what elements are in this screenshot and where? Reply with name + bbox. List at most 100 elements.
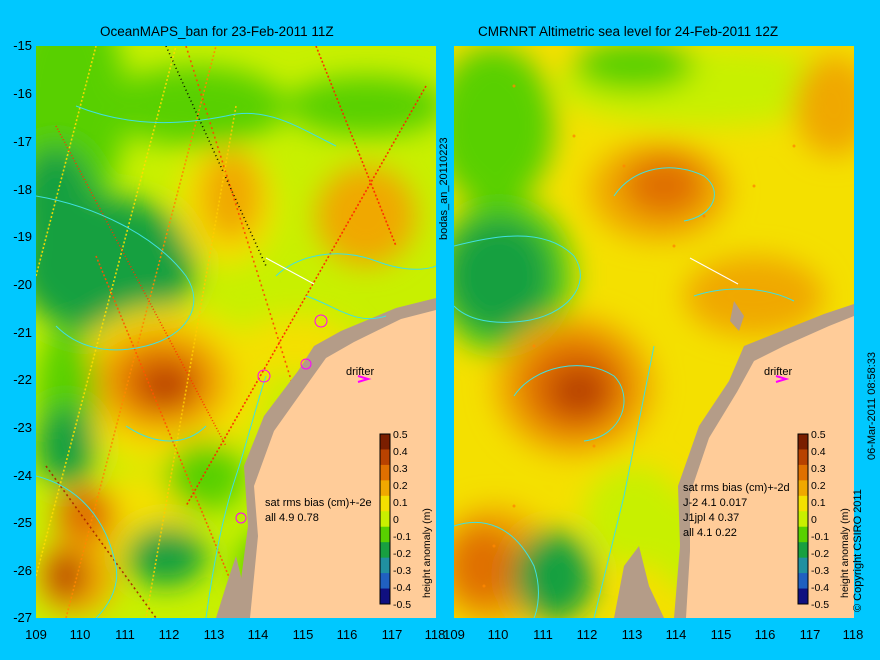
x-tick-label: 112 bbox=[158, 627, 180, 642]
colorbar-swatch bbox=[798, 434, 808, 450]
x-tick-label: 117 bbox=[381, 627, 403, 642]
right-colorbar-title: height anomaly (m) bbox=[839, 508, 851, 598]
x-tick-label: 115 bbox=[292, 627, 314, 642]
colorbar-swatch bbox=[380, 434, 390, 450]
right-stats-line: J1jpl 4 0.37 bbox=[683, 512, 740, 524]
x-tick-label: 110 bbox=[69, 627, 91, 642]
right-stats-line: all 4.1 0.22 bbox=[683, 527, 737, 539]
x-tick-label: 116 bbox=[336, 627, 358, 642]
colorbar-swatch bbox=[798, 449, 808, 466]
colorbar-tick-label: 0.3 bbox=[393, 463, 408, 475]
y-tick-label: -25 bbox=[13, 515, 32, 530]
left-colorbar-title: height anomaly (m) bbox=[421, 508, 433, 598]
right-colorbar: 0.5 0.4 0.3 0.2 0.1 0 -0.1 -0.2 -0.3 -0.4 -0.5 hei… bbox=[797, 429, 851, 611]
colorbar-tick-label: 0 bbox=[811, 514, 817, 526]
colorbar-swatch bbox=[380, 464, 390, 481]
colorbar-tick-label: 0.3 bbox=[811, 463, 826, 475]
right-stats-header: sat rms bias (cm)+-2d bbox=[683, 482, 790, 494]
colorbar-swatch bbox=[798, 542, 808, 559]
colorbar-tick-label: 0.4 bbox=[811, 446, 826, 458]
colorbar-swatch bbox=[380, 573, 390, 590]
x-tick-label: 109 bbox=[443, 627, 465, 642]
x-tick-label: 113 bbox=[203, 627, 225, 642]
colorbar-tick-label: 0.1 bbox=[393, 497, 408, 509]
colorbar-tick-label: -0.4 bbox=[811, 582, 829, 594]
colorbar-swatch bbox=[798, 511, 808, 528]
x-tick-label: 114 bbox=[665, 627, 687, 642]
x-tick-label: 113 bbox=[621, 627, 643, 642]
colorbar-swatch bbox=[380, 526, 390, 543]
x-tick-label: 112 bbox=[576, 627, 598, 642]
colorbar-swatch bbox=[798, 573, 808, 590]
colorbar-swatch bbox=[798, 495, 808, 512]
y-tick-label: -24 bbox=[13, 468, 32, 483]
y-tick-label: -22 bbox=[13, 372, 32, 387]
left-panel-title: OceanMAPS_ban for 23-Feb-2011 11Z bbox=[100, 24, 334, 39]
y-tick-label: -18 bbox=[13, 182, 32, 197]
colorbar-swatch bbox=[380, 542, 390, 559]
colorbar-swatch bbox=[798, 557, 808, 574]
colorbar-tick-label: -0.2 bbox=[393, 548, 411, 560]
colorbar-swatch bbox=[380, 480, 390, 497]
colorbar-tick-label: 0.2 bbox=[811, 480, 826, 492]
colorbar-tick-label: 0.4 bbox=[393, 446, 408, 458]
y-tick-label: -16 bbox=[13, 86, 32, 101]
colorbar-swatch bbox=[380, 588, 390, 605]
colorbar-tick-label: 0.5 bbox=[811, 429, 826, 441]
drifter-arrow-icon bbox=[775, 375, 790, 383]
y-tick-label: -19 bbox=[13, 229, 32, 244]
x-tick-label: 114 bbox=[247, 627, 269, 642]
colorbar-tick-label: -0.2 bbox=[811, 548, 829, 560]
colorbar-tick-label: 0 bbox=[393, 514, 399, 526]
right-sea-level-map bbox=[454, 46, 854, 618]
colorbar-tick-label: 0.2 bbox=[393, 480, 408, 492]
timestamp-label: 06-Mar-2011 08:58:33 bbox=[866, 351, 878, 460]
y-tick-label: -23 bbox=[13, 420, 32, 435]
colorbar-swatch bbox=[380, 511, 390, 528]
x-tick-label: 110 bbox=[487, 627, 509, 642]
left-colorbar: 0.5 0.4 0.3 0.2 0.1 0 -0.1 -0.2 -0.3 -0.4 -0.5 hei… bbox=[379, 429, 433, 611]
drifter-label-right: drifter bbox=[764, 366, 793, 378]
colorbar-tick-label: -0.5 bbox=[393, 599, 411, 611]
x-tick-label: 115 bbox=[710, 627, 732, 642]
colorbar-tick-label: -0.5 bbox=[811, 599, 829, 611]
run-id-label: bodas_an_20110223 bbox=[438, 137, 450, 240]
colorbar-swatch bbox=[798, 480, 808, 497]
y-tick-label: -26 bbox=[13, 563, 32, 578]
colorbar-swatch bbox=[380, 495, 390, 512]
colorbar-tick-label: -0.1 bbox=[393, 531, 411, 543]
x-tick-label: 111 bbox=[533, 627, 553, 642]
colorbar-swatch bbox=[798, 464, 808, 481]
x-tick-label: 109 bbox=[25, 627, 47, 642]
right-stats-line: J-2 4.1 0.017 bbox=[683, 497, 748, 509]
colorbar-tick-label: -0.3 bbox=[393, 565, 411, 577]
y-tick-label: -27 bbox=[13, 610, 32, 625]
colorbar-swatch bbox=[380, 557, 390, 574]
left-sea-level-map bbox=[36, 46, 436, 618]
colorbar-swatch bbox=[798, 526, 808, 543]
y-tick-label: -15 bbox=[13, 38, 32, 53]
left-stats-header: sat rms bias (cm)+-2e bbox=[265, 497, 372, 509]
colorbar-tick-label: -0.1 bbox=[811, 531, 829, 543]
x-tick-label: 111 bbox=[115, 627, 135, 642]
x-tick-label: 116 bbox=[754, 627, 776, 642]
colorbar-frame bbox=[379, 433, 391, 605]
colorbar-tick-label: 0.1 bbox=[811, 497, 826, 509]
y-tick-label: -17 bbox=[13, 134, 32, 149]
colorbar-tick-label: -0.4 bbox=[393, 582, 411, 594]
y-tick-label: -20 bbox=[13, 277, 32, 292]
x-tick-label: 117 bbox=[799, 627, 821, 642]
right-stats: sat rms bias (cm)+-2d J-2 4.1 0.017 J1jp… bbox=[683, 481, 790, 541]
colorbar-tick-label: -0.3 bbox=[811, 565, 829, 577]
drifter-label-left: drifter bbox=[346, 366, 375, 378]
colorbar-swatch bbox=[798, 588, 808, 605]
colorbar-swatch bbox=[380, 449, 390, 466]
left-stats-line: all 4.9 0.78 bbox=[265, 512, 319, 524]
y-tick-label: -21 bbox=[13, 325, 32, 340]
drifter-arrow-icon bbox=[357, 375, 372, 383]
colorbar-frame bbox=[797, 433, 809, 605]
x-tick-label: 118 bbox=[424, 627, 446, 642]
colorbar-tick-label: 0.5 bbox=[393, 429, 408, 441]
left-stats: sat rms bias (cm)+-2e all 4.9 0.78 bbox=[265, 496, 372, 526]
right-panel-title: CMRNRT Altimetric sea level for 24-Feb-2… bbox=[478, 24, 779, 39]
